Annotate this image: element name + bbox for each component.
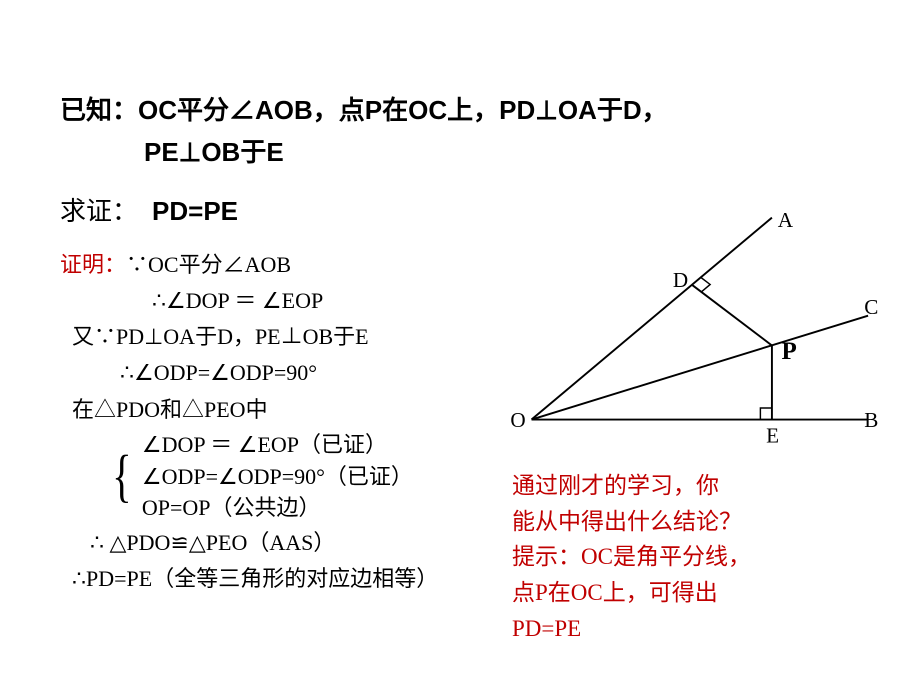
prove-stmt: PD=PE (138, 196, 238, 226)
proof-text: 证明：∵OC平分∠AOB ∴∠DOP ＝ ∠EOP 又∵PD⊥OA于D，PE⊥O… (60, 248, 490, 598)
svg-text:P: P (782, 338, 797, 365)
hint-block: 通过刚才的学习，你 能从中得出什么结论？ 提示：OC是角平分线， 点P在OC上，… (512, 468, 882, 646)
hint-l5: PD=PE (512, 611, 882, 647)
brace-icon: { (112, 450, 131, 502)
given-label: 已知： (60, 95, 138, 125)
proof-b1: ∠DOP ＝ ∠EOP（已证） (142, 429, 413, 461)
svg-text:C: C (864, 295, 878, 319)
proof-s2: ∴∠DOP ＝ ∠EOP (60, 284, 490, 318)
svg-text:D: D (673, 268, 688, 292)
hint-l1: 通过刚才的学习，你 (512, 468, 882, 504)
proof-s1: ∵OC平分∠AOB (126, 252, 291, 277)
svg-text:E: E (766, 424, 779, 448)
hint-l4: 点P在OC上，可得出 (512, 575, 882, 611)
hint-l2: 能从中得出什么结论？ (512, 504, 882, 540)
given-line1: OC平分∠AOB，点P在OC上，PD⊥OA于D， (138, 95, 668, 125)
proof-label: 证明： (60, 252, 126, 277)
svg-text:B: B (864, 408, 878, 432)
prove-label: 求证： (60, 197, 138, 226)
proof-s5: 在△PDO和△PEO中 (60, 393, 490, 427)
brace-block: { ∠DOP ＝ ∠EOP（已证） ∠ODP=∠ODP=90°（已证） OP=O… (60, 429, 490, 525)
slide-content: 已知：OC平分∠AOB，点P在OC上，PD⊥OA于D， PE⊥OB于E 求证：P… (0, 0, 920, 619)
proof-s7: ∴PD=PE（全等三角形的对应边相等） (60, 562, 490, 596)
proof-b2: ∠ODP=∠ODP=90°（已证） (142, 461, 413, 493)
given-line2: PE⊥OB于E (60, 132, 870, 174)
svg-text:A: A (778, 208, 794, 232)
geometry-diagram: O A B C D E P (500, 208, 890, 458)
proof-b3: OP=OP（公共边） (142, 492, 413, 524)
proof-s3: 又∵PD⊥OA于D，PE⊥OB于E (60, 320, 490, 354)
proof-area: 证明：∵OC平分∠AOB ∴∠DOP ＝ ∠EOP 又∵PD⊥OA于D，PE⊥O… (60, 248, 870, 598)
given-block: 已知：OC平分∠AOB，点P在OC上，PD⊥OA于D， PE⊥OB于E (60, 90, 870, 173)
svg-text:O: O (510, 408, 525, 432)
hint-l3: 提示：OC是角平分线， (512, 539, 882, 575)
proof-s4: ∴∠ODP=∠ODP=90° (60, 356, 490, 390)
proof-s6: ∴ △PDO≌△PEO（AAS） (60, 526, 490, 560)
